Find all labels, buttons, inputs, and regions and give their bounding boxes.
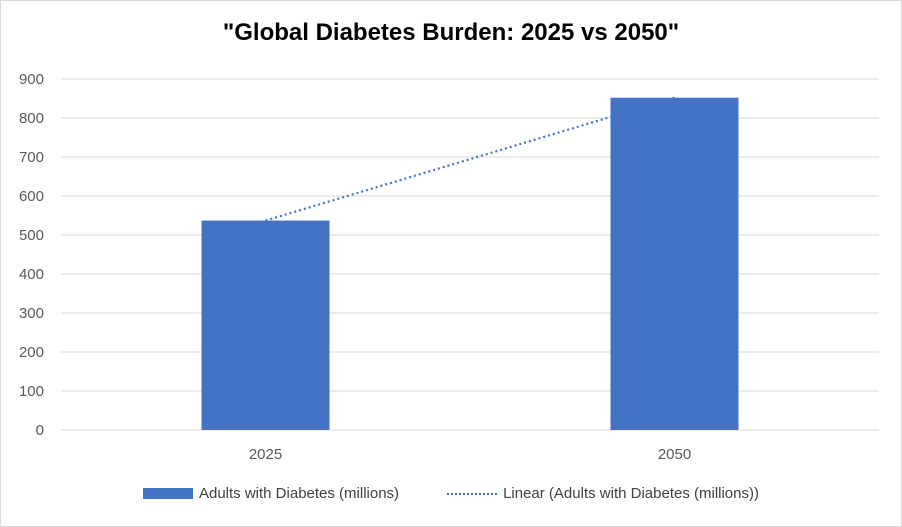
y-tick-label: 0 xyxy=(36,422,44,439)
chart-title: "Global Diabetes Burden: 2025 vs 2050" xyxy=(222,19,680,46)
bar xyxy=(201,220,330,430)
x-tick-label: 2050 xyxy=(658,446,691,463)
legend-swatch-trendline xyxy=(447,492,498,495)
y-tick-label: 300 xyxy=(19,305,44,322)
y-tick-label: 500 xyxy=(19,227,44,244)
legend-label-series: Adults with Diabetes (millions) xyxy=(198,485,400,502)
y-tick-label: 200 xyxy=(19,344,44,361)
legend: Adults with Diabetes (millions) Linear (… xyxy=(1,485,901,502)
bar xyxy=(610,97,739,430)
y-tick-label: 100 xyxy=(19,383,44,400)
legend-item-series: Adults with Diabetes (millions) xyxy=(142,485,400,502)
y-tick-label: 800 xyxy=(19,110,44,127)
y-tick-label: 900 xyxy=(19,71,44,88)
legend-swatch-bar xyxy=(142,488,193,499)
x-tick-label: 2025 xyxy=(249,446,282,463)
y-tick-label: 700 xyxy=(19,149,44,166)
y-tick-label: 400 xyxy=(19,266,44,283)
y-tick-label: 600 xyxy=(19,188,44,205)
legend-item-trendline: Linear (Adults with Diabetes (millions)) xyxy=(447,485,759,502)
legend-label-trendline: Linear (Adults with Diabetes (millions)) xyxy=(503,485,759,502)
trendline xyxy=(265,96,675,222)
